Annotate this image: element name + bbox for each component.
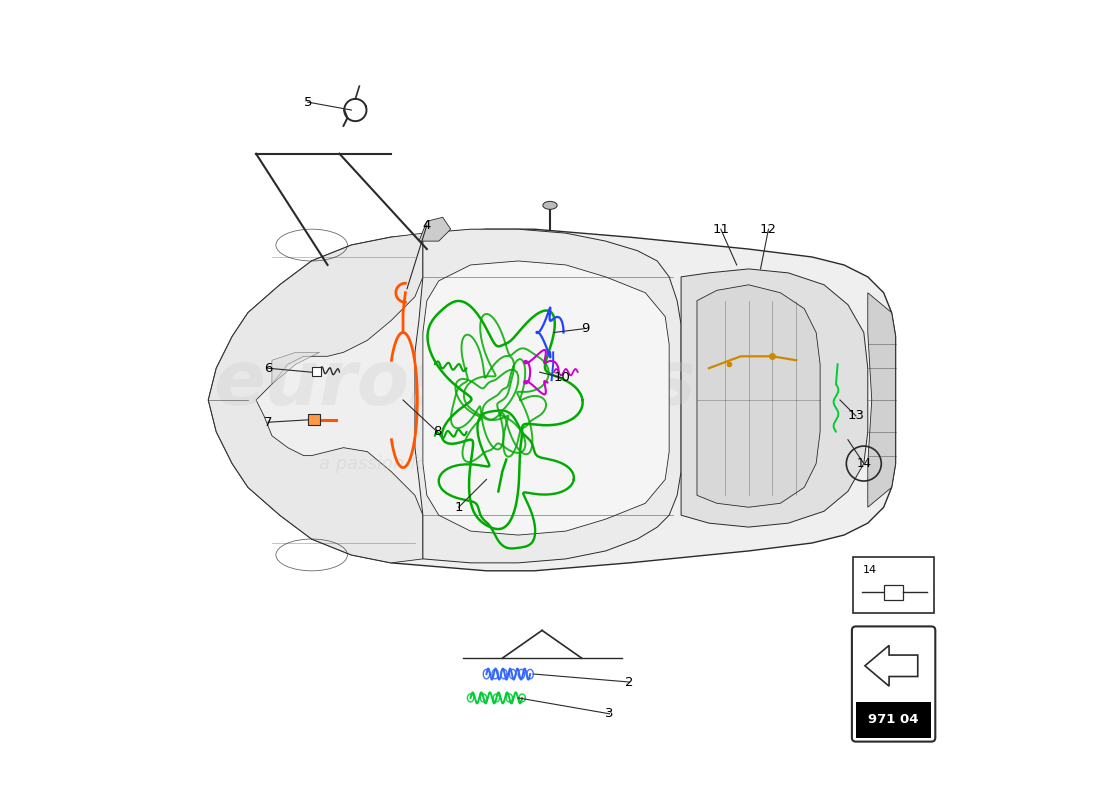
Text: 3: 3 — [605, 707, 614, 720]
Polygon shape — [681, 269, 868, 527]
Text: 971 04: 971 04 — [868, 714, 918, 726]
Ellipse shape — [542, 202, 557, 210]
Text: 13: 13 — [847, 410, 865, 422]
Polygon shape — [419, 218, 451, 241]
FancyBboxPatch shape — [854, 557, 934, 613]
Text: 11: 11 — [713, 222, 729, 236]
FancyBboxPatch shape — [884, 585, 903, 600]
FancyBboxPatch shape — [308, 414, 320, 426]
Polygon shape — [208, 233, 422, 563]
FancyBboxPatch shape — [851, 626, 935, 742]
FancyArrow shape — [865, 646, 917, 686]
Text: 7: 7 — [264, 416, 272, 429]
Text: 8: 8 — [433, 426, 441, 438]
Text: 4: 4 — [422, 218, 431, 232]
Text: 6: 6 — [264, 362, 272, 374]
Polygon shape — [868, 293, 895, 507]
Polygon shape — [422, 261, 669, 535]
Text: 12: 12 — [760, 222, 777, 236]
Polygon shape — [415, 229, 681, 563]
Bar — [856, 702, 932, 738]
Text: eurospares: eurospares — [213, 347, 696, 421]
Text: 9: 9 — [582, 322, 590, 335]
Text: 1: 1 — [454, 501, 463, 514]
Text: 14: 14 — [856, 457, 871, 470]
Polygon shape — [208, 229, 895, 571]
FancyBboxPatch shape — [311, 367, 321, 376]
Text: 5: 5 — [304, 95, 312, 109]
Text: 14: 14 — [862, 566, 877, 575]
Polygon shape — [272, 352, 320, 384]
Text: 10: 10 — [553, 371, 571, 384]
Text: a passion for parts since 1985: a passion for parts since 1985 — [319, 454, 591, 473]
Polygon shape — [697, 285, 821, 507]
Text: 2: 2 — [625, 675, 634, 689]
